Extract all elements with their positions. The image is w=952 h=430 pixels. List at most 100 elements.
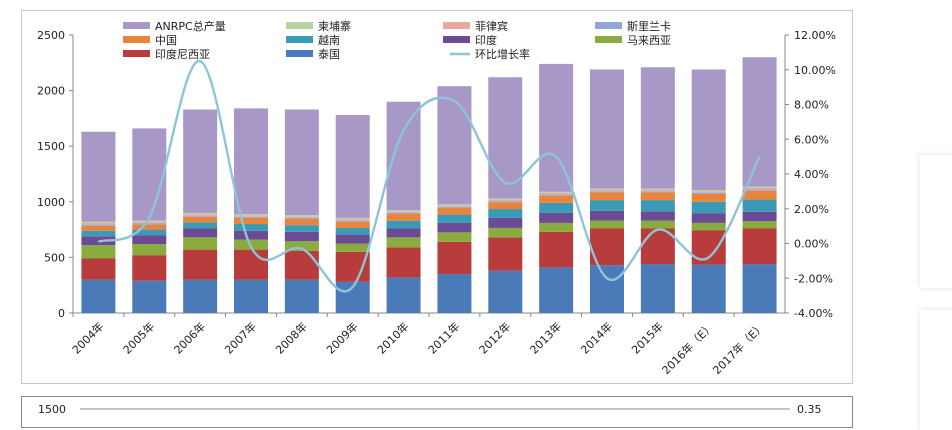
bar-segment-total bbox=[387, 102, 421, 210]
bar-segment-total bbox=[692, 69, 726, 190]
bar-segment bbox=[641, 192, 675, 200]
bar-segment bbox=[132, 222, 166, 224]
bar-segment bbox=[234, 217, 268, 218]
bar-segment bbox=[692, 265, 726, 313]
x-tick-label: 2005年 bbox=[120, 319, 157, 356]
bar-segment bbox=[387, 277, 421, 313]
bar-segment bbox=[234, 218, 268, 224]
bar-segment bbox=[590, 221, 624, 229]
bar-segment bbox=[81, 245, 115, 258]
bar-segment-total bbox=[132, 128, 166, 220]
bar-segment bbox=[234, 215, 268, 217]
bar-segment bbox=[437, 208, 471, 215]
bar-segment bbox=[336, 222, 370, 228]
bar-segment bbox=[234, 224, 268, 231]
legend-label: 柬埔寨 bbox=[318, 19, 351, 33]
bar-segment bbox=[539, 232, 573, 268]
bar-segment bbox=[590, 265, 624, 313]
legend-swatch bbox=[443, 22, 470, 29]
y2-tick-label: 2.00% bbox=[794, 203, 829, 216]
bar-segment bbox=[387, 237, 421, 247]
x-tick-label: 2012年 bbox=[476, 319, 513, 356]
legend-label: 印度尼西亚 bbox=[155, 47, 210, 61]
bar-segment bbox=[539, 213, 573, 223]
bar-segment-total bbox=[641, 67, 675, 188]
bar-segment bbox=[641, 188, 675, 189]
bar-segment bbox=[590, 190, 624, 192]
bar-segment bbox=[234, 280, 268, 313]
bar-segment bbox=[692, 202, 726, 214]
bar-segment bbox=[132, 225, 166, 230]
bar-segment-total bbox=[81, 132, 115, 222]
bar-segment bbox=[692, 194, 726, 202]
bar-segment-total bbox=[539, 64, 573, 192]
bar-segment bbox=[641, 200, 675, 211]
y-tick-label: 1000 bbox=[37, 196, 65, 209]
bar-segment bbox=[183, 216, 217, 217]
legend-label: 泰国 bbox=[318, 47, 340, 61]
legend-label: 环比增长率 bbox=[475, 47, 530, 61]
bar-segment bbox=[183, 280, 217, 313]
bar-segment bbox=[590, 200, 624, 211]
bar-segment bbox=[590, 188, 624, 189]
bar-segment bbox=[336, 218, 370, 219]
bar-segment bbox=[641, 211, 675, 220]
bar-segment-total bbox=[743, 57, 777, 187]
bar-segment bbox=[285, 219, 319, 225]
bar-segment-total bbox=[590, 69, 624, 188]
bar-segment bbox=[234, 214, 268, 215]
y2-tick-label: -2.00% bbox=[794, 272, 833, 285]
x-tick-label: 2013年 bbox=[527, 319, 564, 356]
bar-segment bbox=[590, 211, 624, 221]
bar-segment bbox=[488, 200, 522, 202]
bar-segment bbox=[183, 213, 217, 214]
bar-segment bbox=[488, 228, 522, 237]
bar-segment bbox=[336, 219, 370, 221]
bar-segment bbox=[183, 228, 217, 237]
bar-segment bbox=[539, 196, 573, 203]
bar-segment bbox=[387, 213, 421, 214]
x-tick-label: 2016年（E） bbox=[659, 319, 717, 377]
bar-segment bbox=[132, 223, 166, 224]
bar-segment bbox=[437, 232, 471, 241]
bar-segment bbox=[81, 280, 115, 313]
bar-segment bbox=[539, 267, 573, 313]
bar-segment bbox=[132, 235, 166, 244]
y-tick-label: 2000 bbox=[37, 85, 65, 98]
y2-tick-label: 10.00% bbox=[794, 64, 836, 77]
bar-segment bbox=[437, 207, 471, 208]
bar-segment bbox=[539, 223, 573, 232]
bar-segment bbox=[488, 237, 522, 270]
x-tick-label: 2011年 bbox=[425, 319, 462, 356]
bar-segment bbox=[692, 191, 726, 193]
stacked-bar-chart: 05001000150020002500-4.00%-2.00%0.00%2.0… bbox=[0, 0, 952, 413]
bar-segment bbox=[743, 188, 777, 190]
bar-segment bbox=[692, 223, 726, 230]
bar-segment bbox=[488, 271, 522, 313]
x-tick-label: 2008年 bbox=[273, 319, 310, 356]
bar-segment bbox=[234, 231, 268, 240]
legend-swatch bbox=[286, 36, 313, 43]
legend-label: 印度 bbox=[475, 33, 497, 47]
bar-segment bbox=[437, 242, 471, 274]
legend-label: 菲律宾 bbox=[475, 19, 508, 33]
bar-segment bbox=[641, 221, 675, 229]
legend-label: ANRPC总产量 bbox=[155, 19, 226, 33]
legend-swatch bbox=[123, 36, 150, 43]
bar-segment bbox=[285, 215, 319, 216]
legend-swatch bbox=[123, 50, 150, 57]
x-tick-label: 2004年 bbox=[69, 319, 106, 356]
bar-segment-total bbox=[285, 110, 319, 216]
bar-segment bbox=[132, 221, 166, 222]
bar-segment bbox=[641, 191, 675, 192]
bar-segment-total bbox=[183, 110, 217, 213]
bar-segment bbox=[234, 250, 268, 280]
bar-segment bbox=[183, 250, 217, 280]
bar-segment bbox=[336, 228, 370, 235]
bar-segment bbox=[285, 218, 319, 219]
bars bbox=[81, 57, 776, 313]
bar-segment bbox=[387, 214, 421, 221]
legend-swatch bbox=[123, 22, 150, 29]
lower-right-tick: 0.35 bbox=[797, 403, 822, 413]
bar-segment bbox=[387, 210, 421, 211]
